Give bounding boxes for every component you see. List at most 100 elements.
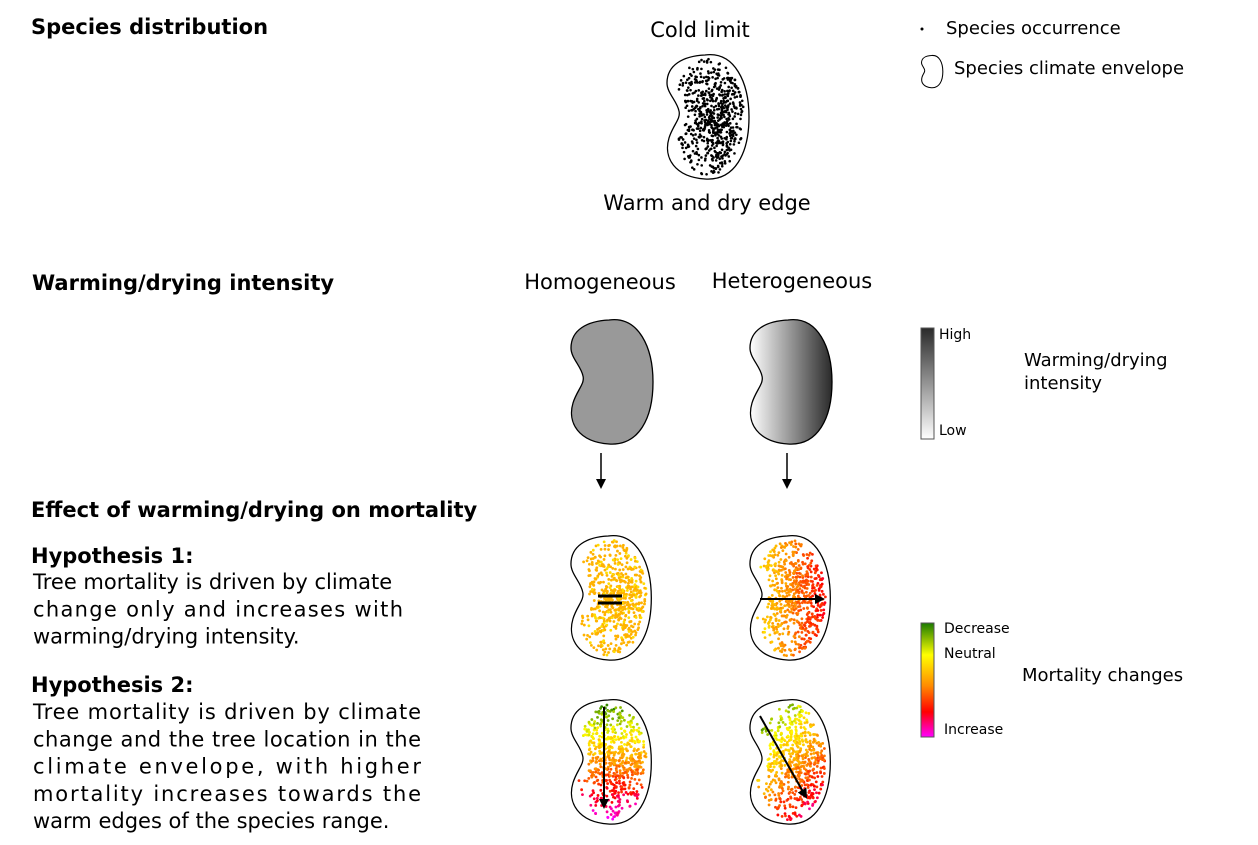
occurrence-dot — [727, 112, 730, 116]
occurrence-dot — [589, 550, 593, 554]
occurrence-dot — [583, 727, 587, 731]
occurrence-dot — [727, 124, 730, 128]
occurrence-dot — [795, 766, 799, 770]
occurrence-dot — [815, 566, 818, 570]
occurrence-dot — [767, 775, 771, 779]
occurrence-dot — [638, 739, 641, 743]
occurrence-dot — [630, 739, 633, 743]
occurrence-dot — [698, 107, 702, 110]
occurrence-dot — [767, 803, 771, 807]
occurrence-dot — [623, 787, 627, 791]
occurrence-dot — [629, 599, 633, 603]
occurrence-dot — [726, 76, 729, 80]
occurrence-dot — [798, 740, 802, 743]
occurrence-dot — [764, 618, 767, 622]
occurrence-dot — [796, 613, 799, 617]
occurrence-dot — [816, 734, 819, 737]
occurrence-dot — [729, 78, 733, 82]
occurrence-dot — [779, 800, 783, 804]
occurrence-dot — [681, 84, 684, 87]
occurrence-dot — [719, 81, 723, 84]
occurrence-dot — [605, 810, 609, 814]
occurrence-dot — [726, 140, 730, 144]
occurrence-dot — [767, 768, 771, 772]
occurrence-dot — [686, 145, 690, 149]
occurrence-dot — [735, 122, 738, 126]
occurrence-dot — [764, 796, 767, 799]
occurrence-dot — [695, 99, 699, 103]
occurrence-dot — [591, 552, 595, 556]
occurrence-dot — [791, 791, 795, 795]
occurrence-dot — [788, 718, 792, 722]
occurrence-dot — [770, 728, 774, 732]
occurrence-dot — [612, 625, 616, 629]
occurrence-dot — [777, 591, 781, 595]
occurrence-dot — [793, 797, 797, 800]
occurrence-dot — [712, 105, 716, 109]
occurrence-dot — [721, 124, 725, 128]
occurrence-dot — [624, 613, 628, 617]
occurrence-dot — [588, 573, 592, 577]
occurrence-dot — [792, 592, 796, 596]
occurrence-dot — [596, 605, 600, 609]
occurrence-dot — [624, 770, 627, 774]
occurrence-dot — [800, 617, 804, 621]
occurrence-dot — [612, 753, 616, 757]
occurrence-dot — [621, 543, 625, 547]
occurrence-dot — [630, 733, 633, 737]
occurrence-dot — [803, 586, 807, 590]
occurrence-dot — [718, 130, 721, 134]
occurrence-dot — [709, 99, 712, 103]
occurrence-dot — [777, 793, 781, 797]
occurrence-dot — [598, 772, 602, 776]
occurrence-dot — [697, 127, 700, 130]
occurrence-dot — [809, 575, 813, 579]
occurrence-dot — [823, 595, 827, 599]
occurrence-dot — [633, 556, 637, 560]
occurrence-dot — [779, 624, 782, 627]
occurrence-dot — [602, 634, 606, 638]
occurrence-dot — [592, 791, 596, 795]
occurrence-dot — [780, 641, 784, 644]
occurrence-dot — [626, 600, 630, 604]
occurrence-dot — [810, 559, 814, 563]
occurrence-dot — [598, 749, 602, 753]
occurrence-dot — [617, 759, 621, 763]
occurrence-dot — [808, 591, 812, 595]
occurrence-dot — [642, 743, 646, 747]
occurrence-dot — [793, 793, 797, 796]
occurrence-dot — [808, 778, 811, 782]
occurrence-dot — [804, 740, 808, 744]
occurrence-dot — [783, 609, 787, 613]
occurrence-dot — [687, 155, 690, 158]
occurrence-dot — [712, 128, 715, 132]
occurrence-dot — [594, 568, 598, 572]
occurrence-dot — [741, 105, 745, 109]
occurrence-dot — [771, 599, 775, 603]
occurrence-dot — [638, 614, 642, 617]
occurrence-dot — [781, 632, 785, 636]
occurrence-dot — [712, 156, 715, 159]
occurrence-dot — [767, 622, 770, 625]
occurrence-dot — [774, 773, 778, 777]
occurrence-dot — [721, 143, 725, 147]
occurrence-dot — [726, 151, 729, 155]
occurrence-dot — [633, 559, 637, 563]
occurrence-dot — [792, 545, 795, 548]
occurrence-dot — [606, 755, 610, 758]
occurrence-dot — [618, 781, 621, 785]
occurrence-dot — [816, 609, 820, 612]
occurrence-dot — [788, 803, 792, 807]
occurrence-dot — [717, 171, 720, 174]
occurrence-dot — [582, 623, 586, 627]
occurrence-dot — [786, 734, 790, 738]
occurrence-dot — [640, 610, 644, 613]
occurrence-dot — [599, 630, 603, 633]
occurrence-dot — [782, 800, 786, 804]
occurrence-dot — [792, 653, 795, 657]
occurrence-dot — [629, 632, 633, 636]
hypothesis-line: mortality increases towards the — [33, 782, 421, 806]
occurrence-dot — [818, 757, 822, 761]
occurrence-dot — [691, 149, 695, 153]
occurrence-dot — [596, 721, 599, 725]
